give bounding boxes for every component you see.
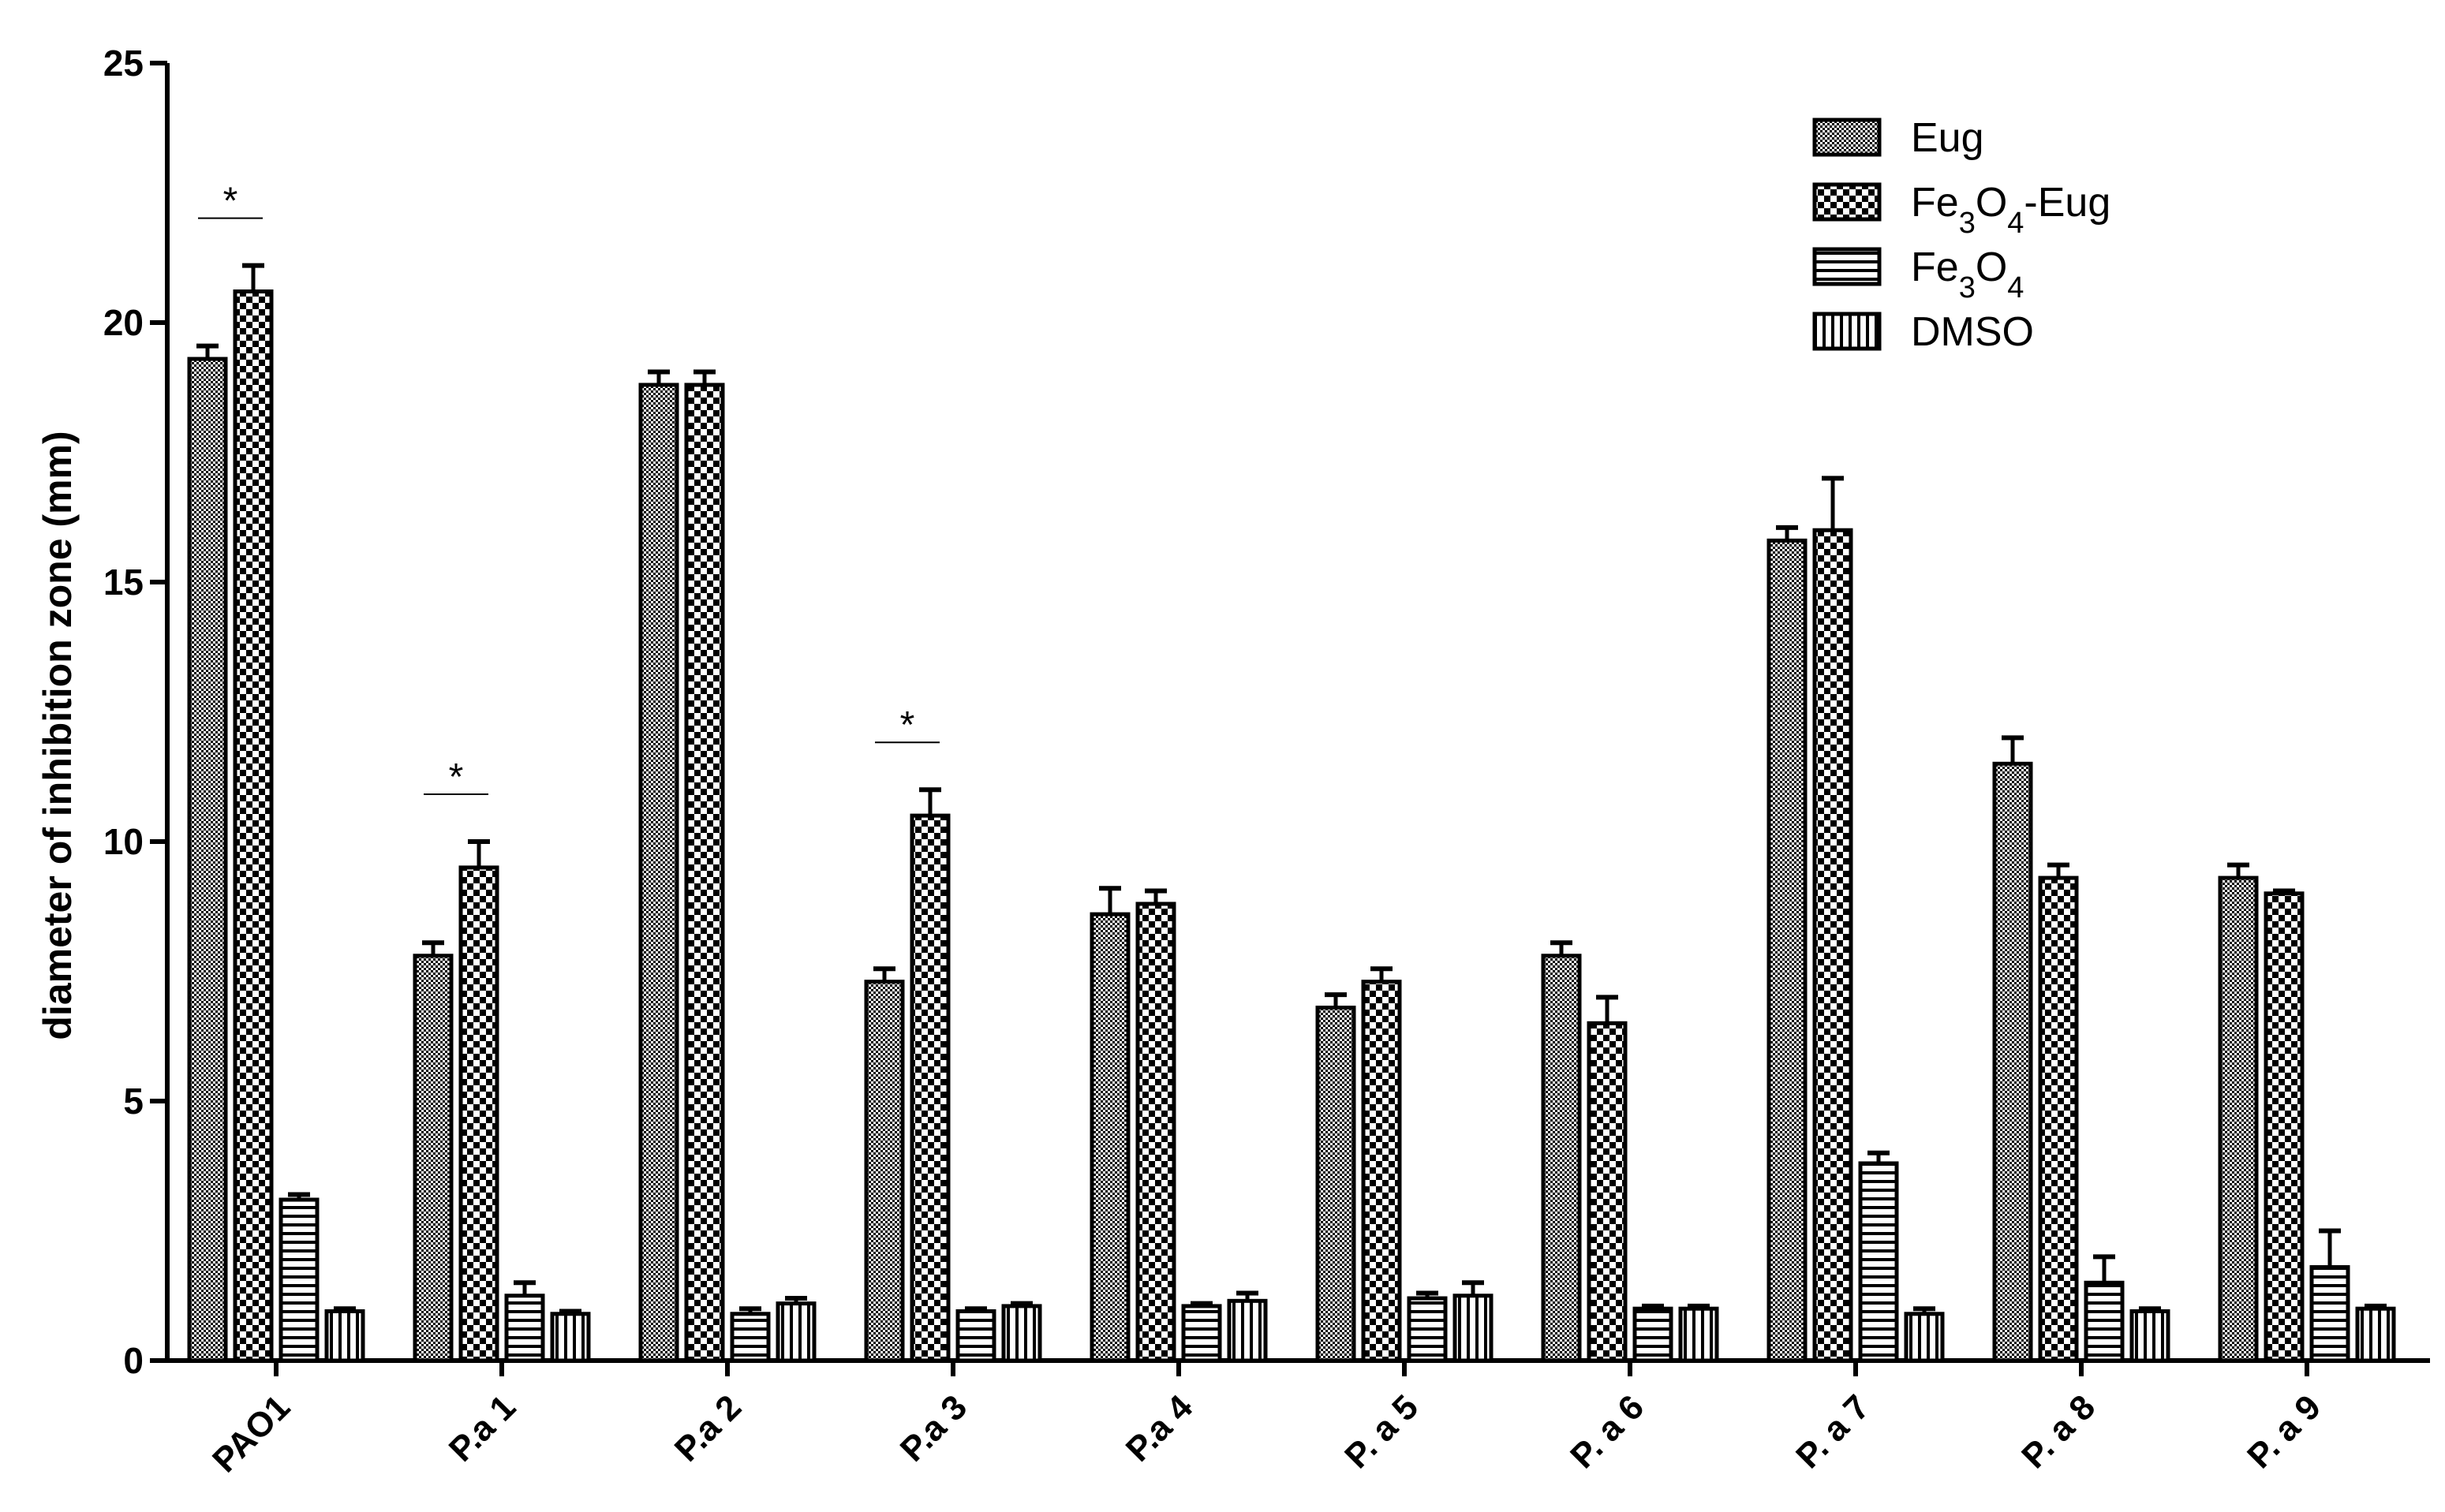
bar-horizontal-2	[730, 1312, 771, 1363]
bar-vertical-8	[2129, 1309, 2170, 1363]
legend-label-part: 4	[2007, 207, 2024, 240]
bars	[187, 263, 2396, 1363]
legend-label-part: O	[1976, 180, 2007, 226]
legend-label-part: 3	[1959, 207, 1976, 240]
legend-label-part: DMSO	[1911, 309, 2034, 355]
x-tick-label: P.a 2	[667, 1387, 749, 1469]
x-tick-label: P. a 7	[1789, 1387, 1877, 1476]
bar-horizontal-7	[1858, 1161, 1899, 1363]
y-tick-label: 5	[123, 1081, 144, 1122]
legend-label: Fe3O4	[1911, 245, 2024, 304]
bar-horizontal-5	[1407, 1296, 1448, 1363]
bar-fine-check-4	[1090, 912, 1131, 1363]
legend-label: Fe3O4-Eug	[1911, 180, 2110, 240]
bar-coarse-check-4	[1135, 902, 1176, 1363]
x-tick-label: P. a 8	[2014, 1387, 2103, 1476]
bar-fine-check-0	[187, 357, 228, 1363]
legend-label-part: Fe	[1911, 245, 1959, 290]
x-tick-label: P. a 9	[2240, 1387, 2328, 1476]
bar-horizontal-6	[1632, 1306, 1673, 1363]
y-tick-label: 10	[103, 821, 144, 862]
bar-fine-check-8	[1992, 761, 2033, 1363]
significance-star: *	[900, 704, 915, 746]
bar-horizontal-9	[2309, 1265, 2350, 1363]
x-tick-label: P. a 6	[1563, 1387, 1651, 1476]
significance-star: *	[223, 181, 238, 222]
legend-label-part: 4	[2007, 271, 2024, 304]
bar-vertical-4	[1227, 1298, 1268, 1363]
y-tick-label: 0	[123, 1340, 144, 1381]
bar-coarse-check-8	[2038, 875, 2079, 1363]
bar-fine-check-6	[1541, 954, 1582, 1363]
legend-label-part: O	[1976, 245, 2007, 290]
legend-swatch-fine-check	[1812, 118, 1882, 157]
legend-label: Eug	[1911, 115, 1984, 161]
x-tick-label: PAO1	[205, 1387, 297, 1480]
legend-swatch-horizontal	[1812, 247, 1882, 286]
bar-horizontal-0	[279, 1197, 320, 1363]
significance-star: *	[449, 756, 464, 798]
legend-label-part: 3	[1959, 271, 1976, 304]
legend-swatch-coarse-check	[1812, 182, 1882, 222]
bar-coarse-check-9	[2264, 891, 2305, 1363]
bar-fine-check-5	[1315, 1006, 1356, 1363]
legend-swatch-vertical	[1812, 312, 1882, 351]
bar-coarse-check-3	[910, 813, 951, 1363]
legend-label: DMSO	[1911, 309, 2034, 355]
bar-vertical-6	[1678, 1306, 1719, 1363]
bar-vertical-9	[2355, 1306, 2396, 1363]
bar-vertical-3	[1001, 1304, 1042, 1363]
bar-vertical-1	[550, 1312, 591, 1363]
bar-coarse-check-0	[233, 289, 274, 1363]
bar-fine-check-1	[413, 954, 454, 1363]
x-tick-label: P.a 3	[893, 1387, 974, 1469]
y-axis-label: diameter of inhibition zone (mm)	[36, 431, 80, 1040]
legend-label-part: Eug	[1911, 115, 1984, 161]
bar-horizontal-1	[504, 1294, 545, 1363]
bar-fine-check-3	[864, 980, 905, 1363]
bar-coarse-check-2	[684, 383, 725, 1363]
bar-coarse-check-1	[458, 865, 499, 1363]
x-tick-label: P.a 4	[1119, 1387, 1201, 1469]
y-tick-label: 20	[103, 302, 144, 343]
bar-coarse-check-7	[1812, 528, 1853, 1363]
y-tick-label: 25	[103, 43, 144, 84]
bar-vertical-2	[776, 1301, 817, 1363]
bar-vertical-5	[1452, 1294, 1494, 1363]
bar-coarse-check-6	[1587, 1021, 1628, 1363]
bar-vertical-7	[1904, 1312, 1945, 1363]
legend-label-part: Fe	[1911, 180, 1959, 226]
bar-fine-check-2	[638, 383, 679, 1363]
bar-horizontal-4	[1181, 1304, 1222, 1363]
legend-label-part: -Eug	[2024, 180, 2110, 226]
x-tick-label: P.a 1	[442, 1387, 523, 1469]
bar-vertical-0	[324, 1309, 365, 1363]
bar-fine-check-9	[2218, 875, 2259, 1363]
y-tick-label: 15	[103, 562, 144, 603]
bar-coarse-check-5	[1361, 980, 1402, 1363]
bar-horizontal-8	[2084, 1280, 2125, 1363]
bar-fine-check-7	[1766, 538, 1808, 1363]
bar-horizontal-3	[955, 1309, 996, 1363]
x-tick-label: P. a 5	[1337, 1387, 1426, 1476]
